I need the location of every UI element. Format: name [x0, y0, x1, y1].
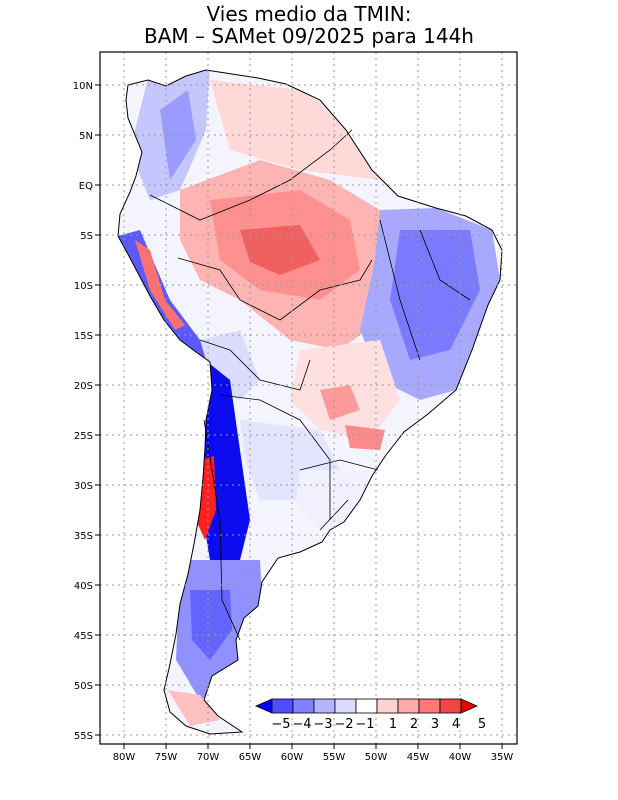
- lon-label: 40W: [449, 752, 472, 763]
- colorbar-cell: [313, 698, 336, 714]
- colorbar-cell: [292, 698, 315, 714]
- colorbar-label: −3: [313, 717, 332, 732]
- colorbar-cell: [418, 698, 441, 714]
- lat-label: 45S: [74, 631, 93, 642]
- lon-label: 35W: [491, 752, 514, 763]
- colorbar-label: 4: [452, 717, 460, 732]
- lon-label: 75W: [155, 752, 178, 763]
- map-title-line-1: Vies medio da TMIN:: [206, 2, 412, 26]
- lat-label: 10N: [73, 81, 93, 92]
- lon-label: 65W: [239, 752, 262, 763]
- map-title-line-2: BAM – SAMet 09/2025 para 144h: [144, 24, 474, 48]
- colorbar-label: −1: [355, 717, 374, 732]
- lat-label: EQ: [79, 181, 93, 192]
- colorbar-label: 5: [478, 717, 486, 732]
- lon-label: 70W: [197, 752, 220, 763]
- colorbar-cell: [355, 698, 378, 714]
- colorbar-label: 2: [410, 717, 418, 732]
- lon-label: 50W: [365, 752, 388, 763]
- colorbar-label: 1: [389, 717, 397, 732]
- colorbar-cell: [460, 698, 478, 714]
- lat-label: 30S: [74, 481, 93, 492]
- lat-label: 5S: [80, 231, 93, 242]
- lon-label: 80W: [113, 752, 136, 763]
- lat-label: 10S: [74, 281, 93, 292]
- colorbar-cell: [271, 698, 294, 714]
- lat-tick-marks: [95, 84, 100, 736]
- lon-label: 60W: [281, 752, 304, 763]
- lat-label: 55S: [74, 731, 93, 742]
- colorbar: −5 −4 −3 −2 −1 1 2 3 4 5: [255, 698, 486, 732]
- colorbar-cell: [439, 698, 462, 714]
- lat-label: 25S: [74, 431, 93, 442]
- gridlines: [100, 52, 517, 744]
- colorbar-label: −5: [271, 717, 290, 732]
- lon-labels: 80W 75W 70W 65W 60W 55W 50W 45W 40W 35W: [113, 752, 514, 763]
- lat-label: 35S: [74, 531, 93, 542]
- colorbar-label: −4: [292, 717, 311, 732]
- colorbar-cell: [334, 698, 357, 714]
- colorbar-label: −2: [334, 717, 353, 732]
- lat-label: 5N: [79, 131, 93, 142]
- colorbar-label: 3: [431, 717, 439, 732]
- lat-label: 50S: [74, 681, 93, 692]
- colorbar-cell: [376, 698, 399, 714]
- colorbar-cell: [397, 698, 420, 714]
- lat-label: 15S: [74, 331, 93, 342]
- lon-tick-marks: [123, 744, 503, 749]
- lon-label: 45W: [407, 752, 430, 763]
- lon-label: 55W: [323, 752, 346, 763]
- map-frame: [99, 51, 518, 745]
- lat-label: 40S: [74, 581, 93, 592]
- lat-label: 20S: [74, 381, 93, 392]
- lat-labels: 10N 5N EQ 5S 10S 15S 20S 25S 30S 35S 40S…: [73, 81, 93, 742]
